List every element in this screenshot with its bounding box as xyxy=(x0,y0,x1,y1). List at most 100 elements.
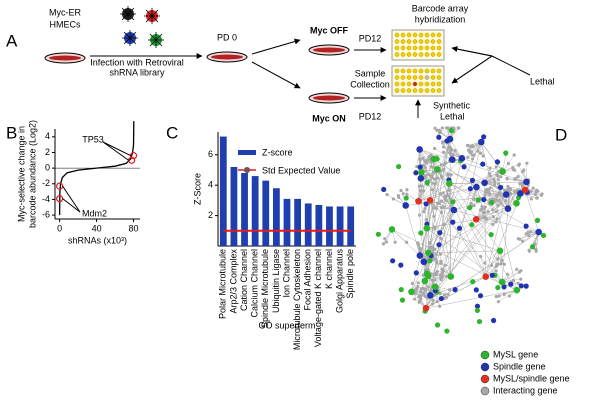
network-node xyxy=(444,195,447,198)
network-node xyxy=(441,271,444,274)
x-tick-label: Microtubule Cytoskeleton xyxy=(292,249,302,350)
dish xyxy=(309,93,349,103)
network-node xyxy=(434,253,437,256)
array-spot xyxy=(407,33,411,37)
array-spot xyxy=(437,82,441,86)
network-node xyxy=(503,293,506,296)
x-tick-label: K channel xyxy=(324,249,334,289)
bar xyxy=(220,137,227,246)
network-node xyxy=(503,150,508,155)
network-node xyxy=(524,224,529,229)
array-spot xyxy=(419,52,423,56)
label: Myc-ER xyxy=(49,7,81,17)
network-node xyxy=(518,271,521,274)
array-spot xyxy=(419,82,423,86)
y-tick-label: 4 xyxy=(208,180,213,190)
network-node xyxy=(476,149,479,152)
label: hybridization xyxy=(415,14,466,24)
network-node xyxy=(493,183,496,186)
label: Myc ON xyxy=(312,113,346,123)
array-spot xyxy=(401,39,405,43)
network-node xyxy=(450,199,455,204)
array-spot xyxy=(413,88,417,92)
network-node xyxy=(447,293,450,296)
network-node xyxy=(530,244,535,249)
network-node xyxy=(527,231,530,234)
network-node xyxy=(437,202,440,205)
network-node xyxy=(494,197,497,200)
network-node xyxy=(390,258,395,263)
network-node xyxy=(498,294,501,297)
array-spot xyxy=(419,46,423,50)
array-spot xyxy=(437,69,441,73)
array-spot xyxy=(413,39,417,43)
y-axis-label: barcode abundance (Log2) xyxy=(27,120,37,228)
network-node xyxy=(483,194,486,197)
network-node xyxy=(480,205,483,208)
annotation-arrow xyxy=(63,186,80,212)
network-node xyxy=(385,193,388,196)
network-node xyxy=(440,175,443,178)
network-node xyxy=(492,215,495,218)
network-node xyxy=(491,223,494,226)
network-node xyxy=(440,206,443,209)
legend-swatch xyxy=(481,375,489,383)
network-node xyxy=(411,282,414,285)
bar xyxy=(305,203,312,246)
network-node xyxy=(398,263,403,268)
network-edge xyxy=(502,209,508,282)
bar xyxy=(315,205,322,246)
network-node xyxy=(478,293,483,298)
network-node xyxy=(434,273,437,276)
network-node xyxy=(421,157,424,160)
network-node xyxy=(439,262,442,265)
network-node xyxy=(479,152,482,155)
network-node xyxy=(470,144,473,147)
network-node xyxy=(477,319,482,324)
x-tick-label: Focal Adhesion xyxy=(303,249,313,311)
bar xyxy=(262,181,269,246)
network-node xyxy=(473,216,480,223)
network-node xyxy=(448,273,455,280)
network-node xyxy=(492,178,495,181)
x-tick-label: Voltage-gated K channel xyxy=(313,249,323,347)
network-node xyxy=(449,173,452,176)
array-spot xyxy=(395,33,399,37)
network-node xyxy=(451,153,454,156)
array-spot xyxy=(419,88,423,92)
array-spot xyxy=(401,69,405,73)
network-node xyxy=(487,188,490,191)
array-spot xyxy=(437,75,441,79)
network-node xyxy=(425,218,428,221)
network-node xyxy=(484,206,487,209)
label: Barcode array xyxy=(412,3,469,13)
network-node xyxy=(494,220,497,223)
network-node xyxy=(417,252,424,259)
array-spot xyxy=(419,75,423,79)
network-node xyxy=(503,191,510,198)
network-node xyxy=(429,289,432,292)
network-node xyxy=(396,164,401,169)
bar xyxy=(326,206,333,246)
network-node xyxy=(449,156,456,163)
network-node xyxy=(447,136,454,143)
network-node xyxy=(435,300,438,303)
array-spot xyxy=(401,88,405,92)
network-node xyxy=(437,230,442,235)
network-node xyxy=(429,165,432,168)
network-node xyxy=(481,179,488,186)
network-node xyxy=(418,165,423,170)
y-tick-label: 6 xyxy=(208,149,213,159)
network-node xyxy=(427,258,432,263)
bar xyxy=(284,199,291,246)
x-tick-label: 40 xyxy=(92,223,102,233)
array-spot xyxy=(425,69,429,73)
x-tick-label: Calcium Channel xyxy=(250,249,260,318)
legend-swatch xyxy=(245,168,250,173)
network-node xyxy=(482,154,485,157)
network-node xyxy=(452,287,457,292)
network-node xyxy=(439,130,442,133)
network-node xyxy=(442,168,445,171)
network-node xyxy=(447,194,450,197)
network-node xyxy=(495,295,498,298)
